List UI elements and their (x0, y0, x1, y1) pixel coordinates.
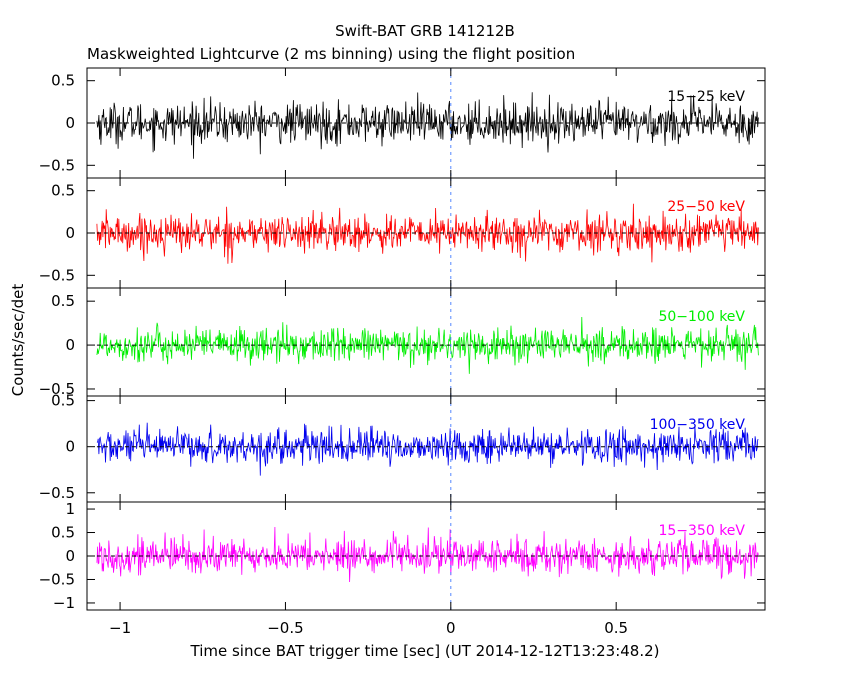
x-tick-label: 0.5 (604, 619, 628, 637)
y-tick-label: 0.5 (51, 392, 75, 410)
x-tick-label: 0 (446, 619, 456, 637)
y-tick-label: 1 (65, 500, 75, 518)
y-tick-label: 0.5 (51, 524, 75, 542)
y-tick-label: −1 (53, 594, 75, 612)
panel-energy-label: 100−350 keV (650, 417, 746, 433)
y-axis-label: Counts/sec/det (9, 284, 27, 397)
panel-energy-label: 50−100 keV (658, 309, 745, 325)
y-tick-label: −0.5 (39, 156, 75, 174)
y-tick-label: 0.5 (51, 292, 75, 310)
y-tick-label: −0.5 (39, 484, 75, 502)
y-tick-label: 0 (65, 224, 75, 242)
chart-subtitle: Maskweighted Lightcurve (2 ms binning) u… (87, 45, 575, 63)
panel-5: −1 −0.5 0 0.5 1 15−350 keV (39, 500, 766, 612)
y-tick-label: 0 (65, 438, 75, 456)
panel-energy-label: 25−50 keV (667, 199, 745, 215)
series-line-4 (96, 422, 759, 476)
panel-2: −0.5 0 0.5 25−50 keV (39, 177, 766, 289)
x-ticks-group: −1 −0.5 0 0.5 (109, 619, 628, 637)
y-tick-label: 0.5 (51, 182, 75, 200)
x-tick-label: −0.5 (267, 619, 303, 637)
x-tick-label: −1 (109, 619, 131, 637)
y-tick-label: 0.5 (51, 72, 75, 90)
y-tick-label: 0 (65, 547, 75, 565)
x-axis-label: Time since BAT trigger time [sec] (UT 20… (190, 642, 660, 660)
chart-title: Swift-BAT GRB 141212B (335, 22, 515, 40)
series-line-5 (96, 526, 759, 583)
y-tick-label: −0.5 (39, 266, 75, 284)
panel-energy-label: 15−25 keV (667, 89, 745, 105)
y-tick-label: −0.5 (39, 380, 75, 398)
y-tick-label: 0 (65, 114, 75, 132)
panel-energy-label: 15−350 keV (658, 523, 745, 539)
series-line-1 (96, 92, 759, 159)
series-line-3 (96, 316, 759, 374)
panels-group: −0.5 0 0.5 15−25 keV −0.5 0 0.5 25−50 keV −0.5 0 0… (39, 67, 766, 612)
y-tick-label: −0.5 (39, 570, 75, 588)
panel-4: −0.5 0 0.5 100−350 keV (39, 392, 766, 503)
panel-3: −0.5 0 0.5 50−100 keV (39, 287, 766, 398)
panel-1: −0.5 0 0.5 15−25 keV (39, 67, 766, 179)
y-tick-label: 0 (65, 336, 75, 354)
series-line-2 (96, 203, 759, 264)
